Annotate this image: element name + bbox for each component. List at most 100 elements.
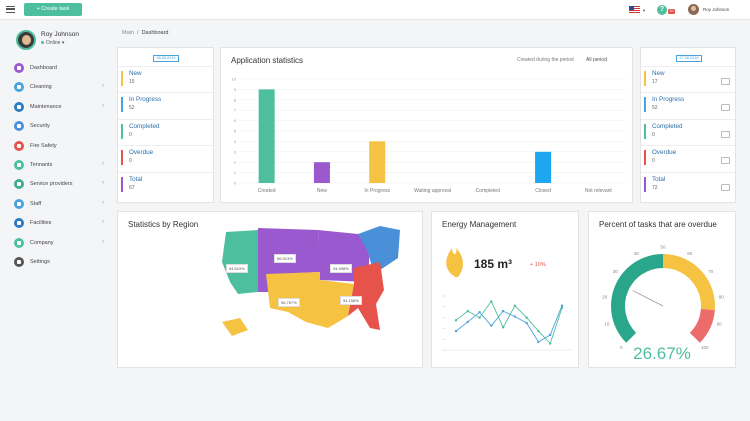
- sidebar-item-label: Dashboard: [30, 65, 57, 71]
- create-task-button[interactable]: + Create task: [24, 3, 82, 16]
- stat-row-total[interactable]: Total 72: [641, 171, 735, 198]
- message-icon[interactable]: [721, 78, 730, 85]
- maintenance-icon: [14, 101, 24, 112]
- gauge-segment: [611, 254, 663, 343]
- chevron-right-icon[interactable]: ›: [102, 180, 104, 187]
- profile-status[interactable]: Online ▾: [41, 40, 64, 46]
- period-select[interactable]: All period: [586, 57, 607, 63]
- stat-row-total[interactable]: Total 67: [118, 171, 213, 198]
- map-region-west: [222, 230, 258, 294]
- stat-row-in-progress[interactable]: In Progress 52: [641, 92, 735, 118]
- breadcrumb-root[interactable]: Main: [122, 30, 134, 36]
- sidebar-item-label: Company: [30, 239, 54, 246]
- region-percent-label: 94.619%: [226, 264, 248, 273]
- application-bar-chart: 0 1 2 3 4 5 6 7 8 9 10 Created New In Progress Waiting…: [232, 77, 626, 194]
- message-icon[interactable]: [721, 183, 730, 191]
- region-percent-label: 94.998%: [330, 264, 352, 273]
- sidebar-item-company[interactable]: Company ›: [14, 237, 106, 249]
- sidebar-item-label: Cleaning: [30, 84, 52, 91]
- series-point: [490, 300, 493, 303]
- card-title: Application statistics: [231, 56, 304, 65]
- sidebar-item-maintenance[interactable]: Maintenance ›: [14, 101, 106, 113]
- stat-row-completed[interactable]: Completed 0: [118, 118, 213, 145]
- bar: [535, 151, 552, 183]
- tennants-icon: [14, 160, 24, 170]
- stat-row-completed[interactable]: Completed 0: [641, 118, 735, 145]
- sidebar-item-staff[interactable]: Staff ›: [14, 198, 106, 210]
- date-badge[interactable]: 27.08.2019: [676, 55, 702, 62]
- sidebar-item-fire-safety[interactable]: Fire Safety: [14, 140, 106, 152]
- stat-label: Overdue: [129, 149, 154, 157]
- chevron-right-icon[interactable]: ›: [102, 102, 104, 109]
- stat-row-overdue[interactable]: Overdue 0: [641, 145, 735, 171]
- sidebar-item-tennants[interactable]: Tennants ›: [14, 159, 106, 171]
- chevron-right-icon[interactable]: ›: [102, 199, 104, 206]
- sidebar-item-label: Facilities: [30, 220, 52, 227]
- stat-label: In Progress: [652, 96, 685, 104]
- user-name[interactable]: Roy Johnson: [703, 7, 730, 12]
- chevron-right-icon[interactable]: ›: [102, 83, 104, 90]
- sidebar-item-security[interactable]: Security: [14, 120, 106, 132]
- series-point: [537, 329, 540, 333]
- gauge-scale-label: 20: [602, 294, 608, 299]
- sidebar-item-service-providers[interactable]: Service providers ›: [14, 178, 106, 190]
- company-icon: [14, 237, 24, 248]
- region-percent-label: 94.158%: [340, 296, 362, 305]
- gauge-scale-label: 90: [717, 322, 723, 327]
- help-icon[interactable]: ?: [657, 5, 667, 15]
- sidebar-item-facilities[interactable]: Facilities ›: [14, 217, 106, 229]
- menu-icon[interactable]: [6, 6, 15, 13]
- sidebar-item-label: Security: [30, 123, 50, 130]
- chevron-right-icon[interactable]: ›: [102, 219, 104, 226]
- breadcrumb-current: Dashboard: [141, 30, 169, 36]
- stat-color-bar: [121, 97, 123, 113]
- map-region-alaska: [222, 318, 248, 336]
- sidebar-item-cleaning[interactable]: Cleaning ›: [14, 81, 106, 93]
- cleaning-icon: [14, 82, 24, 93]
- map-region-south-central: [266, 272, 354, 328]
- region-percent-label: 96.767%: [278, 298, 300, 307]
- stat-row-in-progress[interactable]: In Progress 52: [118, 92, 213, 118]
- series-point: [466, 309, 469, 313]
- map-region-southeast: [348, 262, 384, 330]
- stat-color-bar: [644, 176, 646, 192]
- sidebar-item-label: Fire Safety: [30, 142, 57, 149]
- avatar[interactable]: [688, 4, 699, 15]
- message-icon[interactable]: [721, 157, 730, 165]
- stat-value: 0: [652, 158, 655, 165]
- message-icon[interactable]: [721, 104, 730, 112]
- top-bar: + Create task ▼ ? 10 Roy Johnson: [0, 0, 750, 20]
- fire-safety-icon: [14, 140, 24, 151]
- y-tick-label: 10: [232, 77, 237, 82]
- stat-label: New: [652, 70, 665, 77]
- y-tick-label: 0: [234, 181, 237, 186]
- series-point: [525, 316, 528, 319]
- stat-color-bar: [644, 123, 646, 139]
- gauge-segment: [663, 254, 715, 311]
- series-point: [490, 324, 493, 327]
- sidebar-item-dashboard[interactable]: Dashboard: [14, 62, 106, 74]
- gauge-scale-label: 80: [719, 294, 725, 299]
- stat-value: 0: [652, 131, 655, 138]
- chevron-right-icon[interactable]: ›: [102, 161, 104, 167]
- chevron-right-icon[interactable]: ›: [102, 238, 104, 245]
- stat-row-overdue[interactable]: Overdue 0: [118, 145, 213, 171]
- stat-row-new[interactable]: New 17: [641, 66, 735, 92]
- profile-avatar[interactable]: [16, 30, 36, 50]
- staff-icon: [14, 198, 24, 209]
- message-icon[interactable]: [721, 130, 730, 138]
- y-tick-label: 7: [234, 108, 237, 113]
- service-providers-icon: [14, 179, 24, 190]
- stat-value: 72: [652, 184, 658, 191]
- us-flag-icon[interactable]: [629, 6, 640, 13]
- energy-card: Energy Management: [431, 211, 579, 368]
- energy-line-chart: [442, 295, 572, 351]
- y-tick-label: 2: [234, 160, 237, 165]
- y-tick-label: 8: [234, 97, 237, 102]
- sidebar-item-settings[interactable]: Settings: [14, 256, 106, 268]
- series-point: [537, 340, 540, 344]
- chevron-down-icon[interactable]: ▼: [642, 8, 646, 13]
- right-stats-card: 27.08.2019 New 17 In Progress 52 Completed 0 O…: [640, 47, 736, 203]
- date-badge[interactable]: 08.08.2019: [153, 55, 179, 62]
- stat-row-new[interactable]: New 15: [118, 66, 213, 92]
